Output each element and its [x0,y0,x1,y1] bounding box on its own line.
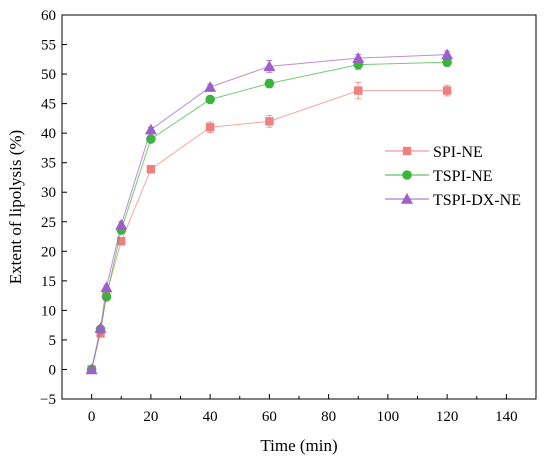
plot-area [85,48,454,375]
legend-marker [401,193,413,204]
data-point [94,322,107,333]
data-point [263,60,276,72]
series-spi-ne [87,81,452,374]
y-tick-label: 40 [41,126,56,142]
y-tick-label: 30 [41,185,56,201]
data-point [100,281,113,293]
data-point [442,57,452,68]
data-point [101,291,112,302]
data-point [205,123,215,132]
x-tick-label: 0 [88,409,96,425]
data-point [205,94,215,105]
legend-label: TSPI-DX-NE [433,192,521,209]
data-point [264,78,275,89]
x-tick-label: 80 [321,409,336,425]
data-point [115,218,128,230]
y-tick-label: 25 [41,215,56,231]
x-tick-label: 100 [377,409,400,425]
y-tick-label: 50 [41,67,56,83]
data-point [265,117,274,126]
x-axis-title: Time (min) [260,436,337,455]
y-tick-label: 0 [49,362,57,378]
series-line [91,61,448,370]
y-axis: −5 0 5 10 15 20 25 30 35 40 45 50 55 60 [40,8,67,408]
y-tick-label: 5 [49,333,57,349]
data-point [354,86,363,95]
legend: SPI-NE TSPI-NE TSPI-DX-NE [385,144,521,209]
data-point [117,237,126,246]
x-tick-label: 120 [436,409,459,425]
legend-marker [402,170,412,180]
data-point [441,48,454,60]
x-axis: 0 20 40 60 80 100 120 140 [61,394,537,425]
y-tick-label: 45 [41,97,56,113]
y-tick-label: 10 [41,303,56,319]
data-point [85,363,98,375]
data-point [146,164,156,174]
series-tspi-ne [86,57,452,375]
x-tick-label: 60 [262,409,277,425]
series-tspi-dx-ne [85,48,454,375]
data-point [144,123,157,135]
data-point [352,52,365,63]
y-tick-label: −5 [40,392,56,408]
y-tick-label: 60 [41,8,56,24]
legend-marker [402,146,412,156]
y-tick-label: 35 [41,156,56,172]
series-line [91,90,448,370]
legend-label: SPI-NE [433,144,483,161]
data-point [442,86,452,95]
series-line [91,54,448,370]
y-tick-label: 55 [41,38,56,54]
data-point [204,81,217,92]
legend-label: TSPI-NE [433,168,493,185]
x-tick-label: 140 [495,409,518,425]
y-tick-label: 15 [41,274,56,290]
x-tick-label: 20 [143,409,158,425]
y-tick-label: 20 [41,244,56,260]
x-tick-label: 40 [203,409,218,425]
y-axis-title: Extent of lipolysis (%) [6,130,25,284]
